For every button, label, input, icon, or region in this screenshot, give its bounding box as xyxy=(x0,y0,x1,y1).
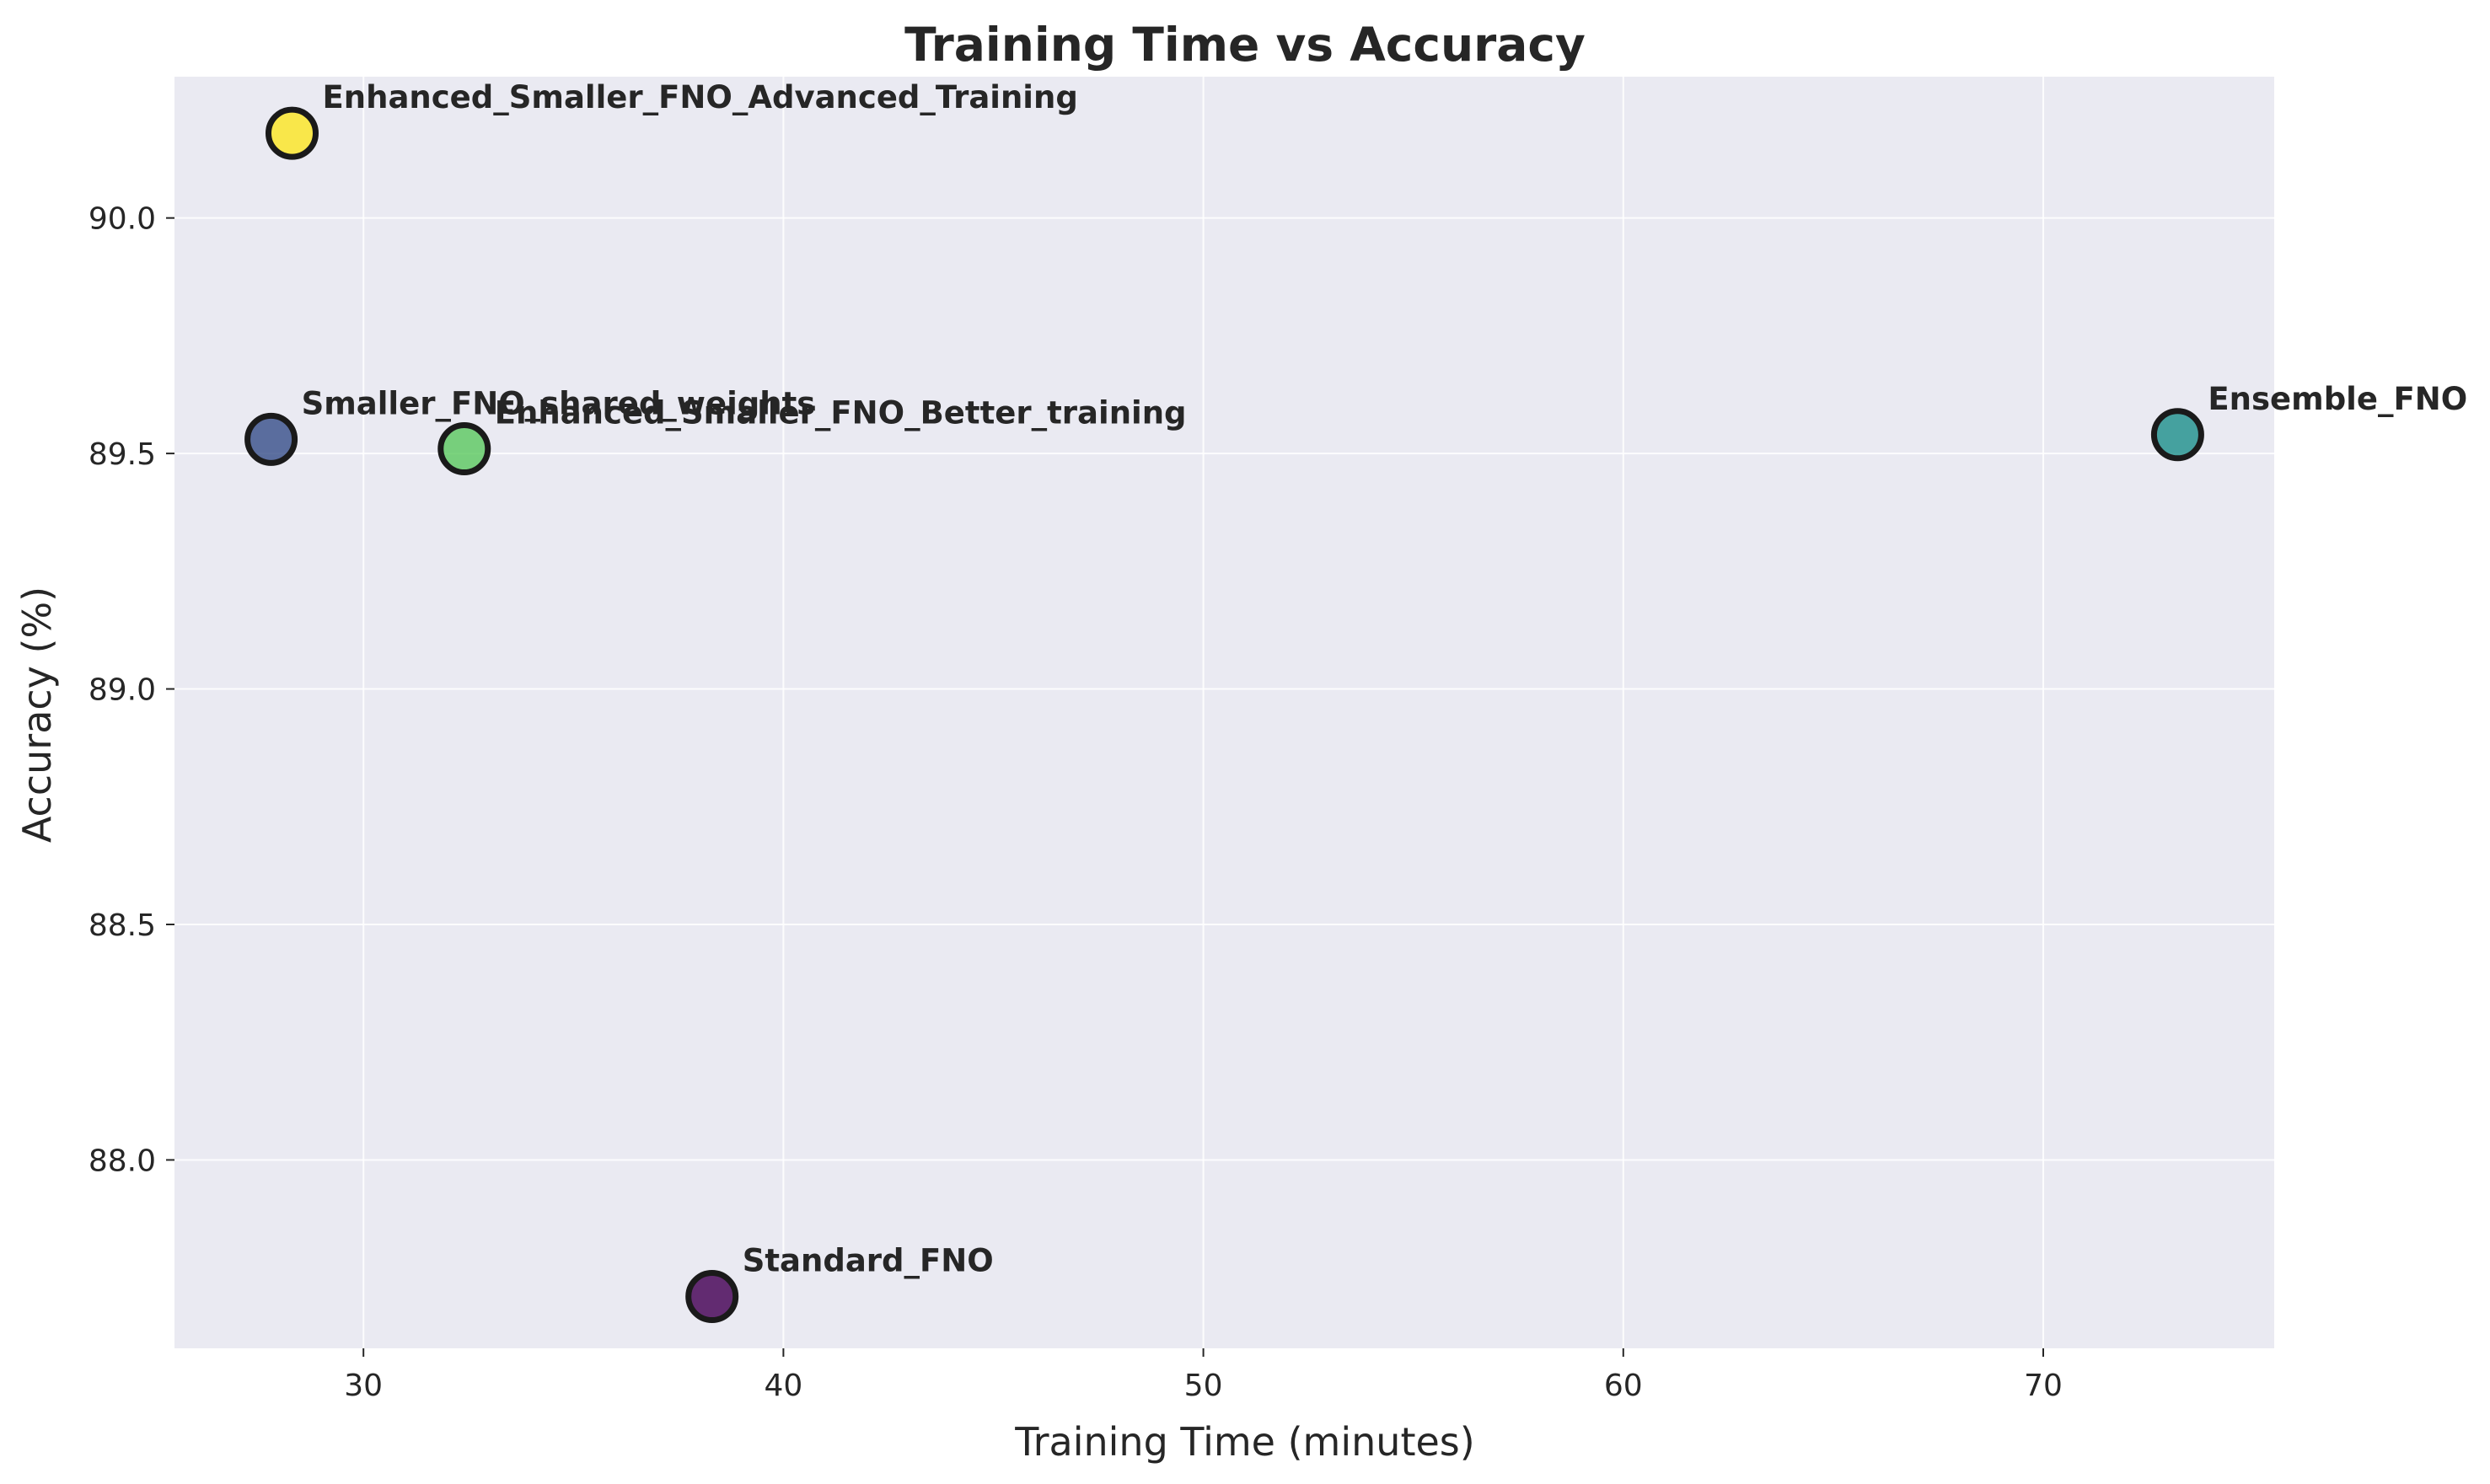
axis-ticks: 30 40 50 60 70 88.0 88.5 89.0 89.5 90.0 xyxy=(89,202,2063,1403)
y-tick-label: 90.0 xyxy=(89,202,156,237)
point-label: Enhanced_Smaller_FNO_Advanced_Training xyxy=(322,79,1077,115)
point-label: Standard_FNO xyxy=(743,1243,994,1279)
x-tick-label: 50 xyxy=(1184,1369,1223,1403)
data-point xyxy=(265,106,319,160)
data-point xyxy=(244,412,298,466)
point-labels: Enhanced_Smaller_FNO_Advanced_Training Sm… xyxy=(302,79,2468,1278)
point-label: Enhanced_Smaller_FNO_Better_training xyxy=(495,395,1187,431)
y-tick-label: 89.0 xyxy=(89,673,156,708)
y-tick-label: 88.5 xyxy=(89,908,156,943)
x-axis-label: Training Time (minutes) xyxy=(1014,1419,1474,1465)
data-point xyxy=(2150,408,2204,462)
y-axis-label: Accuracy (%) xyxy=(14,587,60,843)
data-point xyxy=(685,1270,739,1324)
point-label: Smaller_FNO_shared_weights xyxy=(302,385,816,421)
plot-area xyxy=(174,77,2274,1348)
x-tick-label: 30 xyxy=(344,1369,383,1403)
x-tick-label: 70 xyxy=(2024,1369,2063,1403)
data-point xyxy=(437,422,491,476)
point-label: Ensemble_FNO xyxy=(2208,381,2467,417)
x-tick-label: 60 xyxy=(1604,1369,1643,1403)
x-tick-label: 40 xyxy=(764,1369,802,1403)
data-points xyxy=(244,106,2204,1324)
y-tick-label: 89.5 xyxy=(89,437,156,472)
grid xyxy=(174,77,2274,1348)
y-tick-label: 88.0 xyxy=(89,1144,156,1178)
chart-title: Training Time vs Accuracy xyxy=(904,18,1586,72)
